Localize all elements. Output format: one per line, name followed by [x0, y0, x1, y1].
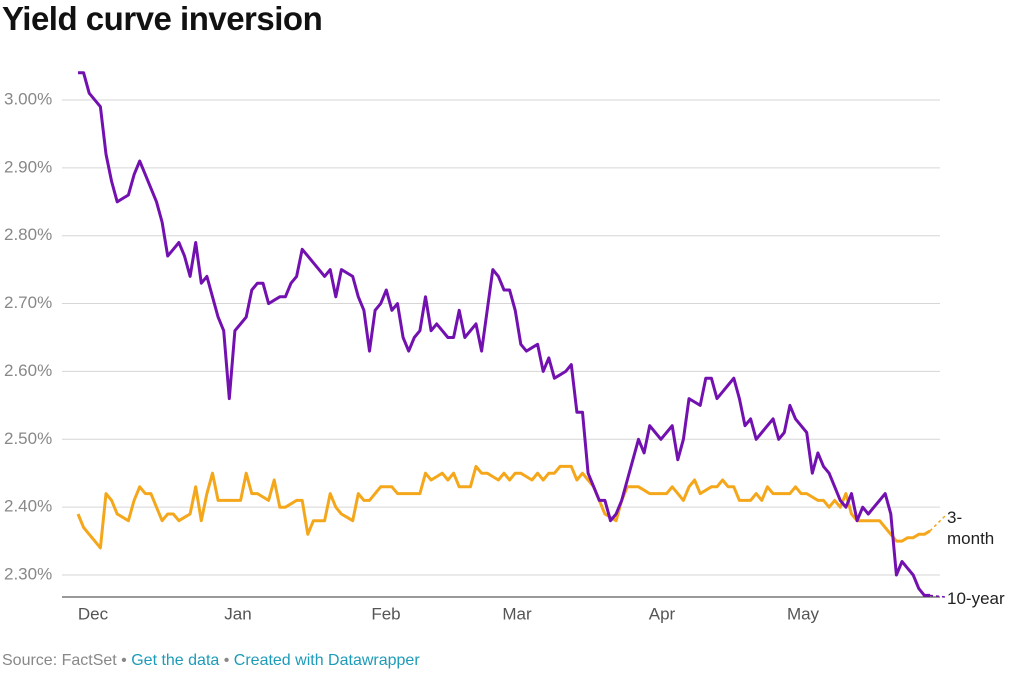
- y-tick-label: 2.60%: [4, 361, 52, 380]
- y-tick-label: 2.40%: [4, 497, 52, 516]
- y-tick-label: 2.50%: [4, 429, 52, 448]
- chart-title: Yield curve inversion: [2, 0, 323, 37]
- x-tick-label: Mar: [502, 604, 532, 623]
- x-tick-label: Feb: [371, 604, 400, 623]
- series-label: 3-month: [947, 508, 995, 548]
- line: [76, 464, 931, 550]
- y-tick-label: 2.80%: [4, 225, 52, 244]
- label-connector: [929, 515, 946, 532]
- source: Source: FactSet: [2, 652, 117, 669]
- x-tick-label: Dec: [78, 604, 109, 623]
- x-tick-label: Jan: [224, 604, 251, 623]
- y-tick-label: 2.90%: [4, 157, 52, 176]
- credit-link[interactable]: Created with Datawrapper: [233, 652, 420, 669]
- y-tick-label: 2.70%: [4, 293, 52, 312]
- data-link[interactable]: Get the data: [131, 652, 220, 669]
- y-tick-label: 2.30%: [4, 565, 52, 584]
- footer: Source: FactSet • Get the data • Created…: [2, 652, 420, 669]
- y-tick-label: 3.00%: [4, 89, 52, 108]
- series-label: 10-year: [947, 589, 1005, 608]
- x-tick-label: May: [787, 604, 820, 623]
- x-tick-label: Apr: [649, 604, 676, 623]
- line: [78, 71, 930, 597]
- label-connector: [929, 594, 946, 598]
